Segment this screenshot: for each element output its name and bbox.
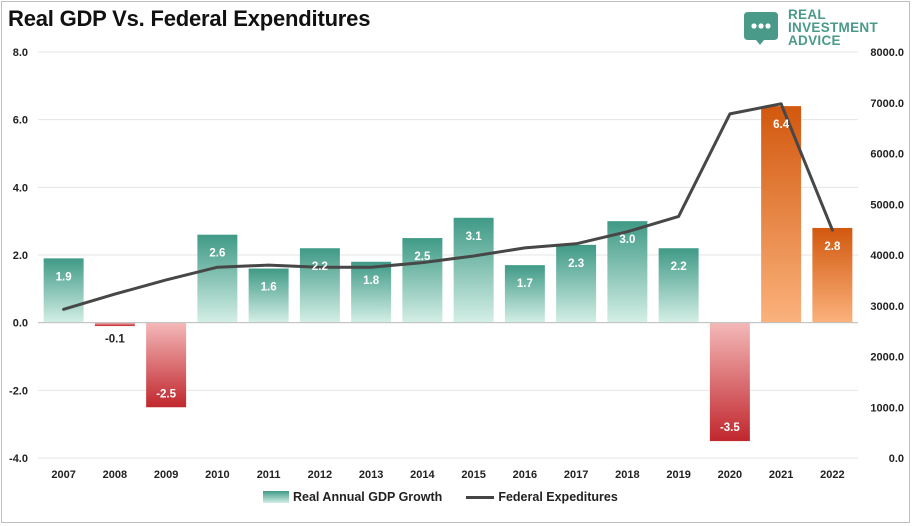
gdp-value-label-2015: 3.1 xyxy=(466,231,483,243)
real-investment-advice-logo: REAL INVESTMENT ADVICE xyxy=(742,8,892,48)
gdp-value-label-2020: -3.5 xyxy=(720,422,740,434)
logo-wordmark: REAL INVESTMENT ADVICE xyxy=(788,7,879,48)
gdp-bar-2010 xyxy=(197,234,238,323)
logo-line-1: REAL xyxy=(788,7,826,22)
gdp-value-label-2008: -0.1 xyxy=(105,334,125,346)
left-tick-label: 4.0 xyxy=(13,182,28,194)
gdp-value-label-2012: 2.2 xyxy=(312,261,328,273)
x-tick-label: 2016 xyxy=(513,469,537,481)
left-axis: -4.0 -2.0 0.0 2.0 4.0 6.0 8.0 xyxy=(9,47,28,465)
gdp-bar-2020 xyxy=(709,322,750,442)
gdp-bar-2012 xyxy=(299,248,340,323)
right-axis: 0.0 1000.0 2000.0 3000.0 4000.0 5000.0 6000.0 7… xyxy=(870,47,904,465)
gdp-bar-2021 xyxy=(761,106,802,323)
gdp-bar-2007 xyxy=(43,258,84,323)
right-tick-label: 5000.0 xyxy=(870,199,904,211)
legend-swatch-expenditures xyxy=(466,495,495,499)
x-tick-label: 2010 xyxy=(205,469,229,481)
gdp-value-label-2011: 1.6 xyxy=(261,282,277,294)
gdp-value-label-2009: -2.5 xyxy=(156,388,176,400)
legend: Real Annual GDP Growth Federal Expeditur… xyxy=(263,489,642,505)
x-tick-label: 2019 xyxy=(666,469,690,481)
gdp-bar-2014 xyxy=(402,238,443,323)
gdp-value-label-2021: 6.4 xyxy=(773,119,790,131)
x-tick-label: 2008 xyxy=(103,469,127,481)
x-tick-label: 2012 xyxy=(308,469,332,481)
x-axis: 2007 2008 2009 2010 2011 2012 2013 2014 2015 2016… xyxy=(51,469,844,481)
x-tick-label: 2017 xyxy=(564,469,588,481)
legend-swatch-gdp xyxy=(263,491,289,503)
gdp-value-label-2018: 3.0 xyxy=(619,234,635,246)
x-tick-label: 2022 xyxy=(820,469,844,481)
x-tick-label: 2013 xyxy=(359,469,383,481)
gdp-value-label-2019: 2.2 xyxy=(671,261,687,273)
gdp-value-label-2014: 2.5 xyxy=(414,251,431,263)
gdp-bar-2013 xyxy=(351,261,392,323)
data-labels: 1.9 -0.1 -2.5 2.6 1.6 2.2 1.8 2.5 3.1 1.7 2.3 3.0 2.… xyxy=(56,119,841,434)
right-tick-label: 6000.0 xyxy=(870,149,904,161)
x-tick-label: 2020 xyxy=(718,469,742,481)
logo-line-3: ADVICE xyxy=(788,33,841,48)
expenditure-line xyxy=(62,102,834,311)
right-tick-label: 1000.0 xyxy=(870,402,904,414)
x-tick-label: 2007 xyxy=(51,469,75,481)
left-tick-label: -4.0 xyxy=(9,453,28,465)
right-tick-label: 2000.0 xyxy=(870,352,904,364)
x-tick-label: 2015 xyxy=(461,469,485,481)
left-tick-label: -2.0 xyxy=(9,385,28,397)
chart-title: Real GDP Vs. Federal Expenditures xyxy=(8,6,371,31)
left-tick-label: 8.0 xyxy=(13,47,28,59)
x-tick-label: 2009 xyxy=(154,469,178,481)
legend-item-expenditures: Federal Expeditures xyxy=(466,490,618,504)
chat-bubble-icon xyxy=(744,12,778,45)
x-tick-label: 2021 xyxy=(769,469,793,481)
gdp-value-label-2017: 2.3 xyxy=(568,258,584,270)
x-tick-label: 2014 xyxy=(410,469,435,481)
gdp-bar-2019 xyxy=(658,248,699,323)
left-tick-label: 2.0 xyxy=(13,250,28,262)
gdp-value-label-2016: 1.7 xyxy=(517,278,533,290)
gdp-bar-2009 xyxy=(146,322,187,408)
gdp-value-label-2010: 2.6 xyxy=(209,248,225,260)
gdp-value-label-2013: 1.8 xyxy=(363,275,380,287)
gdp-value-label-2007: 1.9 xyxy=(56,271,72,283)
x-tick-label: 2011 xyxy=(257,469,281,481)
left-tick-label: 6.0 xyxy=(13,115,28,127)
legend-label-gdp: Real Annual GDP Growth xyxy=(293,490,443,504)
left-tick-label: 0.0 xyxy=(13,318,28,330)
gdp-bar-2022 xyxy=(812,227,853,323)
federal-expenditures-line xyxy=(62,102,834,311)
logo-line-2: INVESTMENT xyxy=(788,20,879,35)
gdp-bar-2008 xyxy=(94,322,135,327)
gdp-bar-2011 xyxy=(248,268,289,323)
right-tick-label: 7000.0 xyxy=(870,98,904,110)
gdp-value-label-2022: 2.8 xyxy=(824,241,841,253)
gdp-bar-2015 xyxy=(453,217,494,323)
gdp-bar-2018 xyxy=(607,221,648,323)
gdp-bar-2016 xyxy=(504,265,545,323)
right-tick-label: 8000.0 xyxy=(870,47,904,59)
right-tick-label: 0.0 xyxy=(889,453,904,465)
gdp-bars xyxy=(43,106,853,442)
right-tick-label: 4000.0 xyxy=(870,250,904,262)
right-tick-label: 3000.0 xyxy=(870,301,904,313)
legend-item-gdp: Real Annual GDP Growth xyxy=(263,490,442,504)
x-tick-label: 2018 xyxy=(615,469,639,481)
legend-label-expenditures: Federal Expeditures xyxy=(498,490,618,504)
gdp-bar-2017 xyxy=(556,244,597,323)
